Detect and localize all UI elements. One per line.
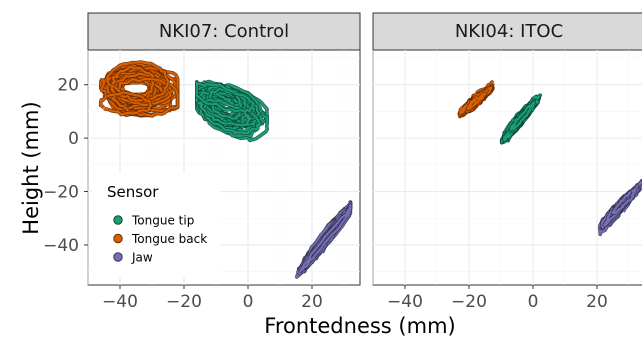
x-axis: −40 −20 0 20 −40 −20 0 20 (102, 285, 608, 312)
panel-control: NKI07: Control (87, 12, 361, 286)
data-layer (99, 60, 353, 279)
trajectory-line (111, 77, 179, 118)
legend-background (92, 173, 220, 277)
y-axis-title: Height (mm) (19, 101, 43, 234)
y-tick-label: 0 (68, 129, 79, 149)
trajectory-line (105, 60, 170, 102)
data-layer (457, 80, 642, 237)
x-tick-label: 0 (243, 292, 254, 312)
series-jaw (295, 200, 353, 279)
trajectory-line (111, 65, 155, 100)
legend-key (113, 215, 123, 225)
series-jaw (598, 179, 642, 237)
y-axis: 20 0 −20 −40 (43, 76, 88, 256)
panel-strip (372, 12, 642, 51)
trajectory-line (195, 81, 256, 113)
legend-key (113, 233, 123, 244)
legend-label: Tongue tip (131, 214, 194, 228)
x-tick-label: 20 (301, 292, 323, 312)
series-tongue-tip (195, 79, 270, 143)
trajectory-line (208, 87, 244, 120)
trajectory-line (99, 91, 152, 116)
legend-label: Tongue back (131, 232, 207, 246)
x-tick-label: −20 (451, 292, 487, 312)
series-tongue-tip (499, 93, 543, 145)
y-tick-label: 20 (57, 76, 79, 96)
x-tick-label: −20 (166, 292, 202, 312)
y-tick-label: −20 (43, 183, 79, 203)
x-tick-label: −40 (102, 292, 138, 312)
x-tick-label: 0 (528, 292, 539, 312)
panel-title: NKI07: Control (159, 21, 289, 42)
panel-title: NKI04: ITOC (455, 21, 563, 42)
panel-itoc: NKI04: ITOC (372, 12, 642, 286)
panel-strip (87, 12, 361, 51)
legend-label: Jaw (131, 251, 153, 265)
legend-key (113, 252, 123, 262)
trajectory-line (466, 92, 487, 111)
trajectory-line (197, 98, 252, 127)
y-tick-label: −40 (43, 236, 79, 256)
trajectory-line (299, 204, 352, 272)
series-tongue-back (99, 60, 180, 118)
trajectory-line (509, 101, 536, 131)
x-axis-title: Frontedness (mm) (264, 314, 455, 338)
trajectory-line (611, 187, 638, 215)
legend: Sensor Tongue tip Tongue back Jaw (92, 173, 220, 277)
x-tick-label: 20 (586, 292, 608, 312)
legend-title: Sensor (107, 183, 159, 201)
x-tick-label: −40 (387, 292, 423, 312)
legend-entries: Tongue tip Tongue back Jaw (113, 214, 207, 265)
series-tongue-back (457, 80, 495, 119)
